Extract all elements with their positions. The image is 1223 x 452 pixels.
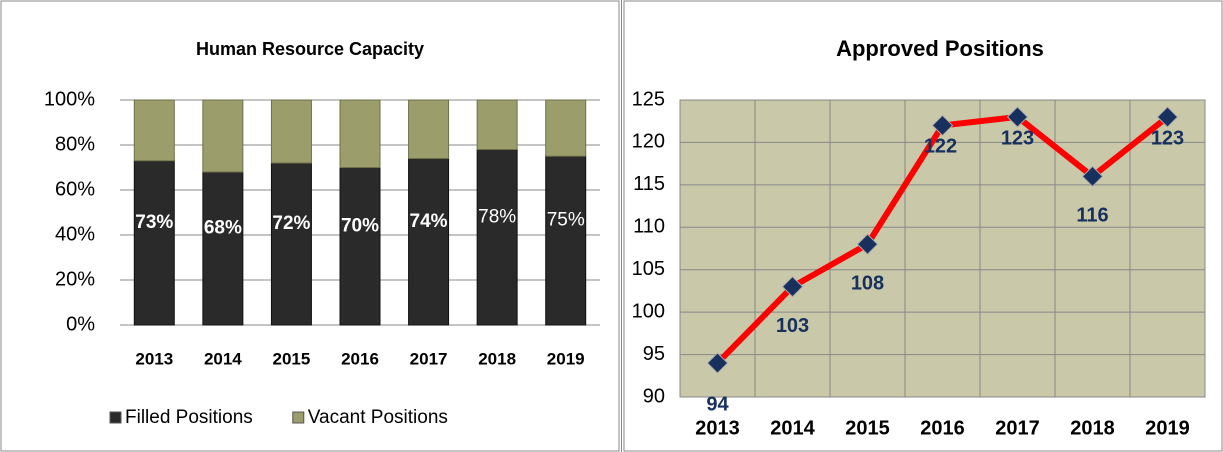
bar-segment	[476, 149, 518, 326]
x-tick-label: 2017	[995, 417, 1040, 439]
x-tick-label: 2013	[695, 417, 740, 439]
y-tick-label: 0%	[66, 313, 95, 335]
y-tick-label: 40%	[55, 223, 95, 245]
data-label: 72%	[272, 213, 310, 234]
marker	[1156, 106, 1179, 128]
marker	[1006, 106, 1029, 128]
y-tick-label: 80%	[55, 133, 95, 155]
legend-label: Vacant Positions	[308, 407, 448, 428]
chart-title: Human Resource Capacity	[196, 39, 424, 59]
data-label: 122	[924, 136, 957, 158]
legend-swatch	[292, 411, 305, 424]
marker	[856, 233, 879, 255]
marker	[931, 114, 954, 137]
bar-segment	[202, 99, 244, 173]
y-tick-label: 110	[633, 216, 665, 238]
bar-segment	[339, 99, 381, 168]
x-tick-label: 2019	[1145, 417, 1190, 439]
plot-area	[679, 99, 1206, 398]
y-tick-label: 115	[633, 173, 665, 195]
bar-segment	[408, 158, 450, 326]
data-label: 75%	[547, 210, 585, 231]
y-tick-label: 120	[632, 131, 665, 153]
bar-segment	[545, 155, 587, 326]
x-tick-label: 2018	[478, 349, 516, 368]
bar-segment	[133, 160, 175, 326]
data-label: 68%	[204, 218, 242, 239]
bar-segment	[202, 171, 244, 326]
marker	[706, 352, 729, 374]
data-label: 74%	[410, 211, 448, 232]
x-tick-label: 2015	[273, 349, 311, 368]
bar-segment	[270, 162, 312, 326]
legend-label: Filled Positions	[125, 407, 253, 428]
x-tick-label: 2017	[410, 349, 448, 368]
y-tick-label: 105	[632, 258, 665, 280]
marker	[1081, 165, 1104, 188]
bar-segment	[476, 99, 518, 150]
x-tick-label: 2016	[920, 417, 965, 439]
data-label: 94	[706, 393, 729, 415]
bar-segment	[339, 167, 381, 326]
y-tick-label: 60%	[55, 178, 95, 200]
data-label: 70%	[341, 215, 379, 236]
y-tick-label: 20%	[55, 268, 95, 290]
x-tick-label: 2019	[547, 349, 585, 368]
legend-swatch	[109, 411, 122, 424]
data-label: 116	[1076, 205, 1108, 227]
x-tick-label: 2018	[1070, 417, 1115, 439]
x-tick-label: 2016	[341, 349, 379, 368]
data-label: 103	[776, 315, 809, 337]
bar-segment	[270, 99, 312, 164]
x-tick-label: 2014	[204, 349, 242, 368]
y-tick-label: 100%	[44, 88, 95, 110]
y-tick-label: 95	[643, 343, 665, 365]
y-tick-label: 125	[632, 88, 665, 110]
x-tick-label: 2013	[135, 349, 173, 368]
bar-segment	[545, 99, 587, 157]
y-tick-label: 90	[643, 385, 665, 407]
marker	[781, 275, 804, 298]
data-label: 123	[1001, 127, 1034, 149]
y-tick-label: 100	[632, 300, 665, 322]
data-label: 73%	[135, 212, 173, 233]
chart-title: Approved Positions	[836, 36, 1044, 61]
bar-segment	[408, 99, 450, 159]
data-label: 108	[851, 273, 884, 295]
data-label: 78%	[478, 206, 516, 227]
x-tick-label: 2015	[845, 417, 890, 439]
bar-segment	[133, 99, 175, 162]
data-label: 123	[1151, 127, 1184, 149]
x-tick-label: 2014	[770, 417, 815, 439]
